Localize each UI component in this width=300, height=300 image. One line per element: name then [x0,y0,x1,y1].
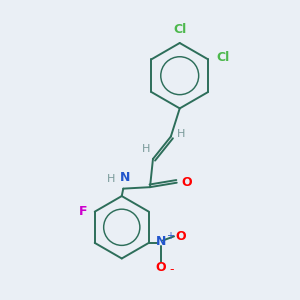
Text: H: H [142,144,151,154]
Text: -: - [169,263,173,276]
Text: N: N [119,171,130,184]
Text: O: O [181,176,192,189]
Text: O: O [176,230,186,243]
Text: +: + [166,231,174,241]
Text: H: H [107,174,116,184]
Text: Cl: Cl [173,23,186,37]
Text: F: F [79,205,87,218]
Text: O: O [155,261,166,274]
Text: Cl: Cl [216,51,230,64]
Text: N: N [155,235,166,248]
Text: H: H [177,129,186,139]
